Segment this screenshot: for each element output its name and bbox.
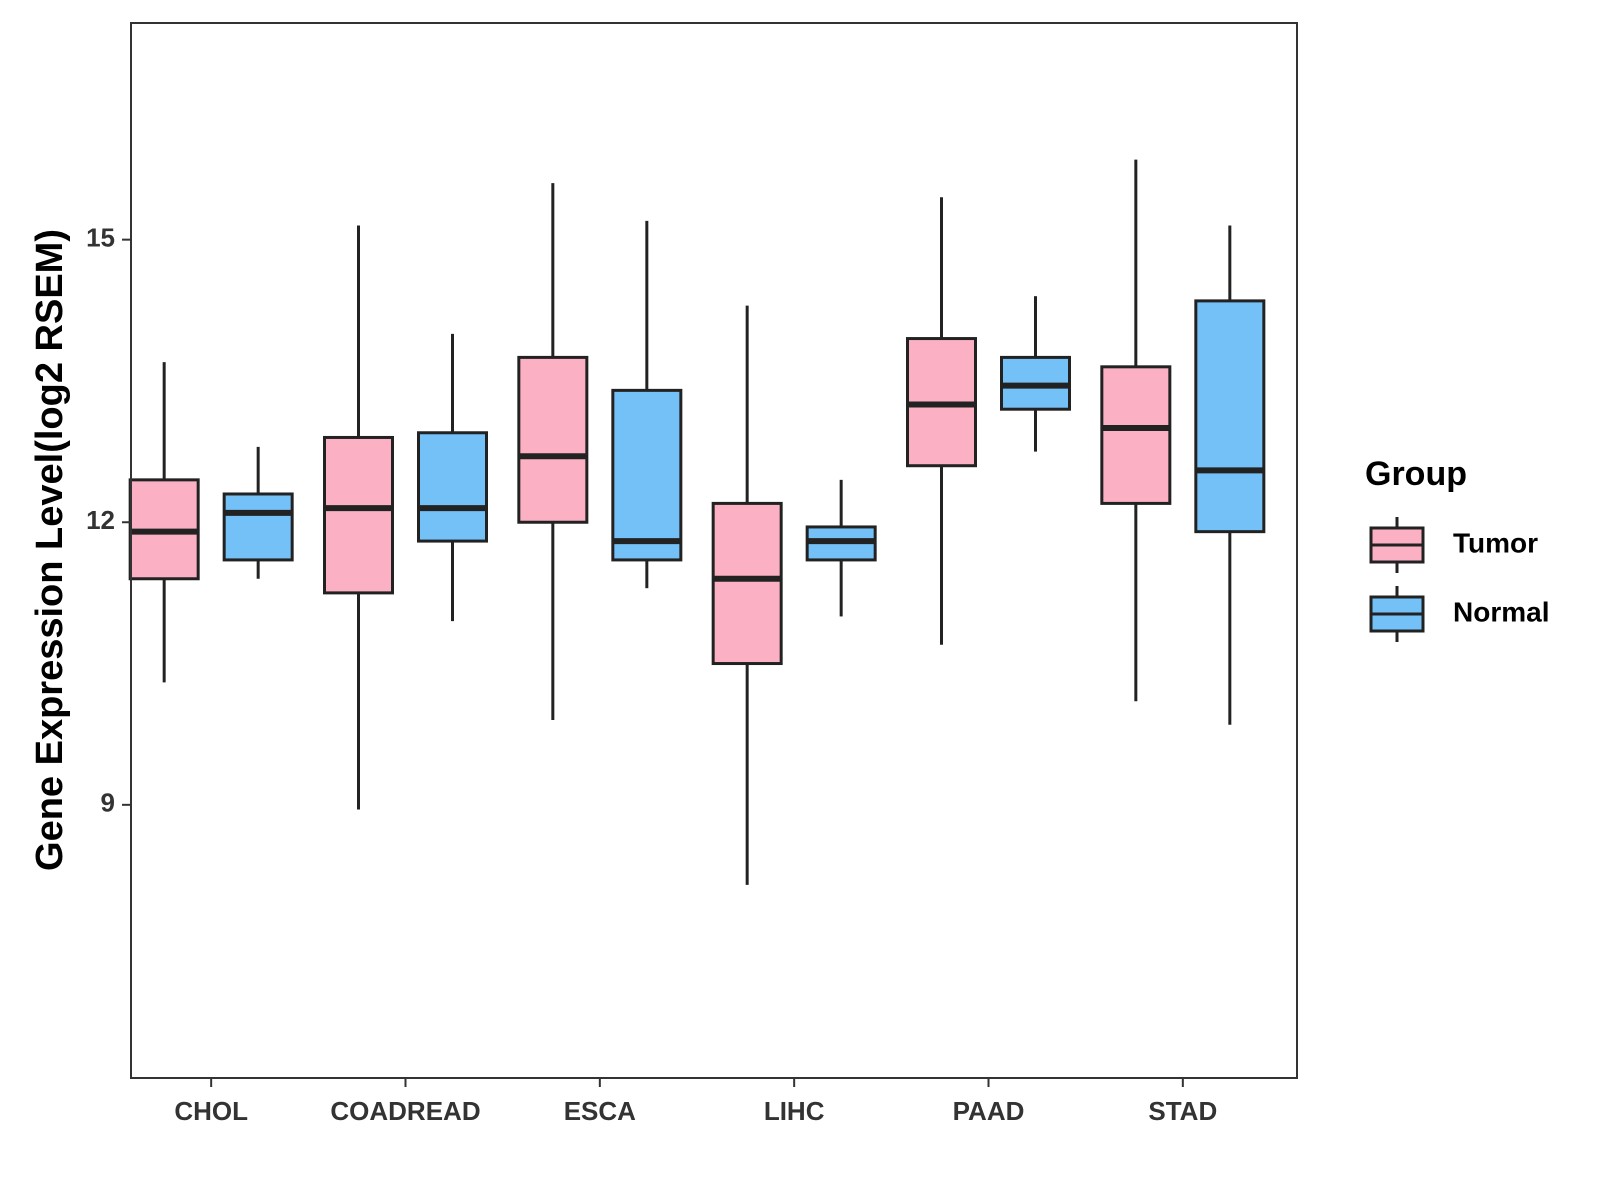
box-iqr: [1100, 365, 1172, 505]
legend-label-normal: Normal: [1453, 596, 1549, 627]
box-tumor-coadread: [323, 225, 394, 810]
box-normal-chol: [222, 446, 294, 579]
y-axis: 9 12 15: [86, 223, 131, 818]
box-normal-paad: [1000, 296, 1071, 452]
box-iqr: [517, 355, 589, 524]
box-iqr: [1194, 299, 1266, 534]
legend-title: Group: [1365, 455, 1467, 493]
box-tumor-lihc: [711, 305, 783, 885]
x-tick-label-lihc: LIHC: [764, 1096, 825, 1126]
box-iqr: [222, 492, 294, 562]
box-normal-esca: [611, 220, 683, 589]
y-tick-label: 9: [101, 788, 115, 818]
box-iqr: [323, 435, 394, 595]
box-iqr: [611, 388, 683, 562]
x-tick-label-esca: ESCA: [564, 1096, 636, 1126]
box-normal-lihc: [805, 479, 877, 617]
y-tick-label: 15: [86, 223, 115, 253]
box-marks: [128, 159, 1266, 885]
x-tick-label-stad: STAD: [1148, 1096, 1217, 1126]
x-tick-label-paad: PAAD: [953, 1096, 1025, 1126]
x-tick-label-chol: CHOL: [174, 1096, 248, 1126]
box-normal-stad: [1194, 225, 1266, 725]
box-tumor-paad: [906, 197, 977, 645]
box-tumor-chol: [128, 362, 200, 683]
box-iqr: [417, 431, 488, 543]
box-normal-coadread: [417, 333, 488, 622]
y-axis-label: Gene Expression Level(log2 RSEM): [29, 229, 71, 871]
box-iqr: [711, 501, 783, 666]
plot-border: [130, 22, 1298, 1079]
x-tick-label-coadread: COADREAD: [330, 1096, 480, 1126]
legend-label-tumor: Tumor: [1453, 527, 1538, 558]
legend: Group Tumor Normal: [1365, 455, 1549, 642]
y-tick-label: 12: [86, 505, 115, 535]
box-tumor-esca: [517, 183, 589, 721]
x-axis: CHOL COADREAD ESCA LIHC PAAD STAD: [174, 1078, 1217, 1126]
box-tumor-stad: [1100, 159, 1172, 702]
legend-item-normal: Normal: [1369, 586, 1549, 642]
legend-item-tumor: Tumor: [1369, 517, 1538, 573]
